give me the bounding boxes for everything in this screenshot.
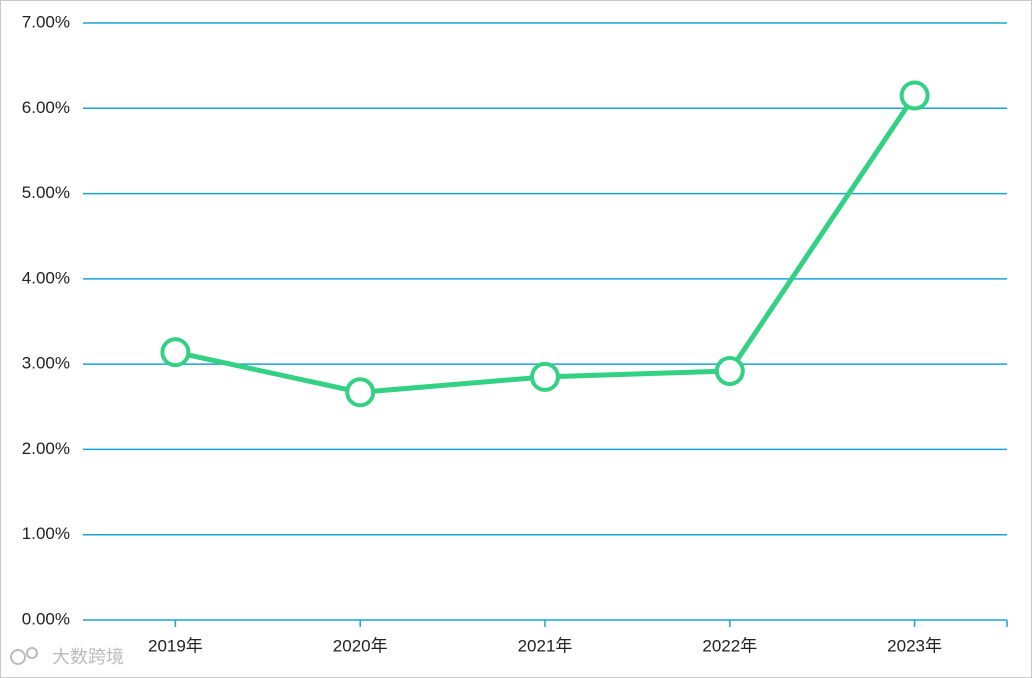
- x-tick-label: 2019年: [148, 636, 203, 655]
- point-marker: [160, 337, 191, 368]
- x-tick-label: 2021年: [518, 636, 573, 655]
- watermark-logo: [10, 647, 38, 665]
- point-marker: [714, 355, 745, 386]
- x-tick-label: 2020年: [333, 636, 388, 655]
- y-tick-label: 2.00%: [22, 439, 70, 458]
- watermark: 大数跨境: [52, 647, 124, 667]
- x-tick-label: 2023年: [887, 636, 942, 655]
- y-tick-label: 0.00%: [22, 609, 70, 628]
- y-tick-label: 4.00%: [22, 268, 70, 287]
- y-tick-label: 6.00%: [22, 98, 70, 117]
- y-tick-label: 1.00%: [22, 524, 70, 543]
- point-marker: [345, 377, 376, 408]
- point-marker: [899, 80, 930, 111]
- x-tick-label: 2022年: [702, 636, 757, 655]
- y-tick-label: 3.00%: [22, 354, 70, 373]
- point-marker: [530, 361, 560, 392]
- y-tick-label: 7.00%: [22, 12, 70, 31]
- y-tick-label: 5.00%: [22, 183, 70, 202]
